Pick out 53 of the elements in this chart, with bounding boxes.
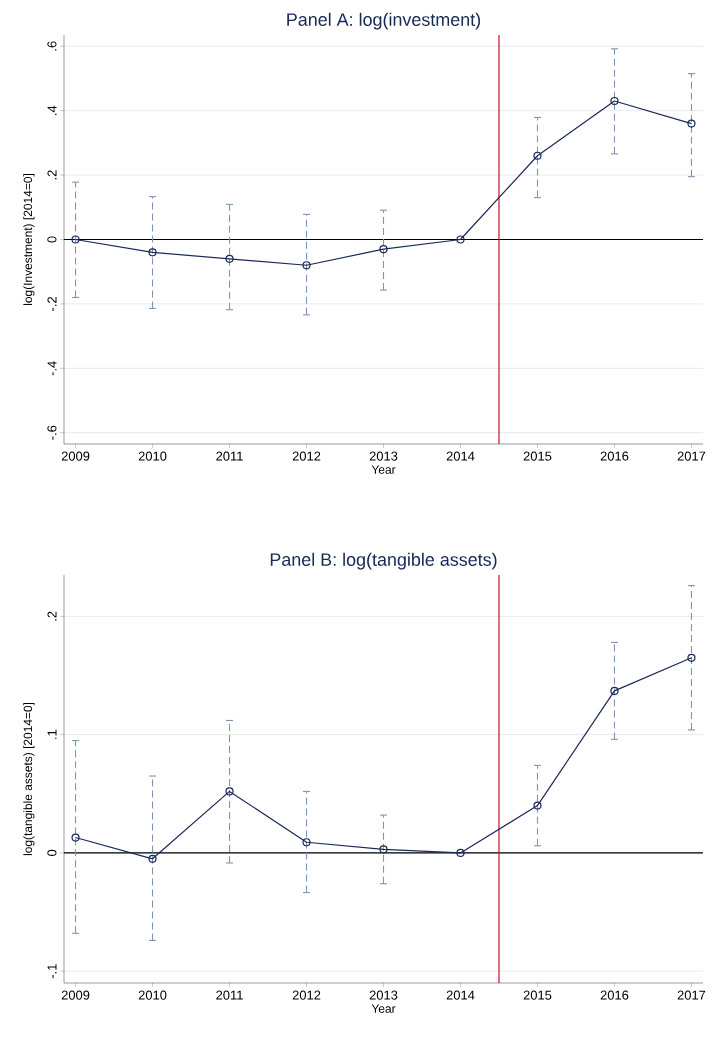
- x-axis-title: Year: [371, 465, 396, 474]
- y-tick-label: -.6: [47, 425, 57, 440]
- point: [225, 254, 234, 263]
- y-tick-label: .4: [47, 105, 57, 115]
- y-tick-label: 0: [47, 236, 57, 243]
- y-tick-label: -.2: [47, 297, 57, 311]
- x-tick-label: 2015: [523, 451, 552, 461]
- point: [71, 235, 80, 244]
- y-tick-label: 0: [47, 849, 57, 857]
- point: [533, 151, 542, 160]
- y-tick-label: -.1: [47, 964, 57, 979]
- y-axis-title: log(tangible assets) [2014=0]: [23, 702, 35, 856]
- x-tick-label: 2009: [61, 451, 90, 461]
- y-axis-title: log(Investment) [2014=0]: [23, 174, 35, 305]
- x-tick-label: 2012: [292, 451, 321, 461]
- x-tick-label: 2010: [138, 990, 167, 1000]
- point: [610, 96, 619, 106]
- point: [533, 801, 542, 810]
- point: [148, 248, 157, 257]
- point: [148, 854, 157, 863]
- x-tick-label: 2013: [369, 990, 398, 1000]
- y-tick-label: .2: [47, 170, 57, 180]
- point: [379, 245, 388, 254]
- x-tick-label: 2012: [292, 990, 321, 1000]
- chart-title: Panel B: log(tangible assets): [270, 552, 497, 570]
- x-tick-label: 2011: [216, 990, 243, 1000]
- x-tick-label: 2015: [523, 990, 552, 1000]
- chart-title: Panel A: log(investment): [287, 12, 481, 30]
- y-tick-label: .1: [47, 729, 57, 739]
- point: [302, 261, 311, 270]
- x-tick-label: 2014: [446, 990, 475, 1000]
- x-tick-label: 2017: [677, 451, 706, 461]
- point: [456, 848, 465, 858]
- point: [225, 787, 234, 796]
- x-axis-title: Year: [371, 1004, 396, 1013]
- x-tick-label: 2014: [446, 451, 475, 461]
- x-tick-label: 2009: [61, 990, 90, 1000]
- point: [610, 686, 619, 695]
- x-tick-label: 2010: [138, 451, 167, 461]
- y-tick-label: -.4: [47, 361, 57, 376]
- x-tick-label: 2017: [677, 990, 706, 1000]
- x-tick-label: 2011: [216, 451, 243, 461]
- x-tick-label: 2016: [600, 990, 629, 1000]
- point: [687, 119, 696, 128]
- x-tick-label: 2013: [369, 451, 398, 461]
- point: [302, 838, 311, 847]
- point: [71, 833, 80, 842]
- point: [379, 845, 388, 854]
- point: [687, 653, 696, 662]
- x-tick-label: 2016: [600, 451, 629, 461]
- y-tick-label: .2: [47, 611, 57, 621]
- point: [456, 235, 465, 244]
- y-tick-label: .6: [47, 41, 57, 51]
